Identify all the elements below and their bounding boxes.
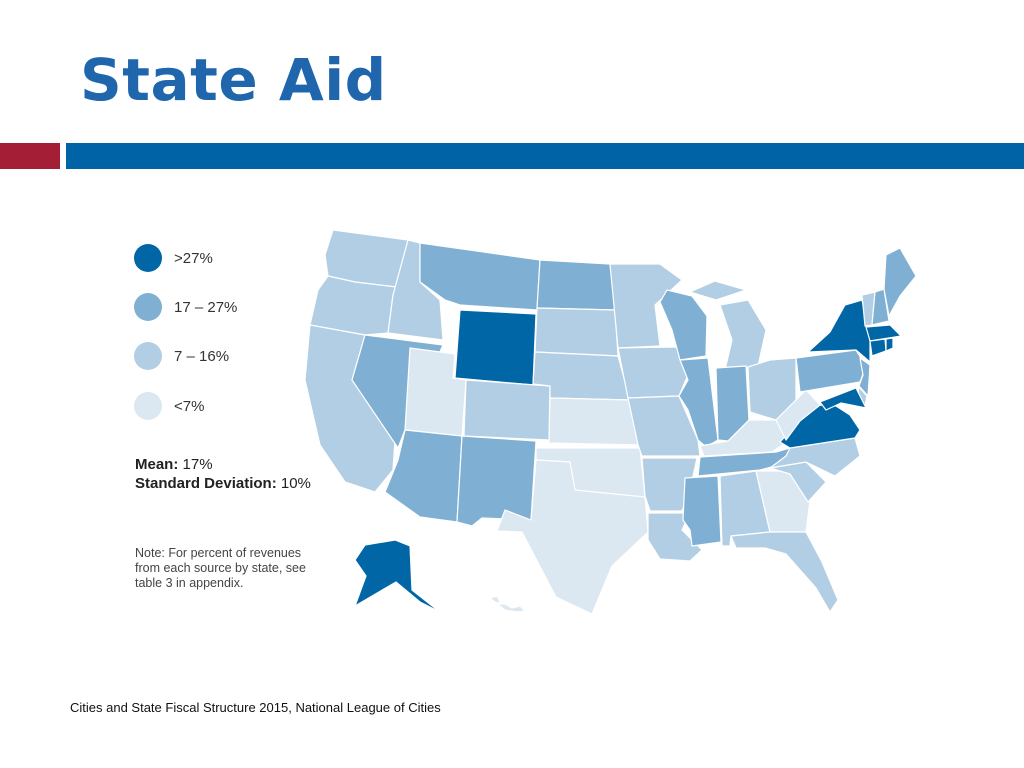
legend-item: 17 – 27% [134,293,237,321]
state-mi [719,299,767,371]
state-ct [869,338,887,357]
legend-label: <7% [174,397,205,415]
state-sd [534,307,619,357]
state-md [819,387,867,411]
legend-label: 17 – 27% [174,298,238,316]
state-ma [865,324,902,342]
mean-label: Mean: [135,456,179,473]
sd-label: Standard Deviation: [135,475,277,492]
legend-item: <7% [134,392,204,420]
legend-item: 7 – 16% [134,342,229,370]
legend-swatch [134,244,162,272]
accent-bar-red [0,143,60,169]
state-wy [454,309,537,386]
legend-item: >27% [134,244,213,272]
state-pa [795,349,867,393]
state-fl [730,531,839,613]
state-ar [641,457,698,512]
statistics: Mean: 17% Standard Deviation: 10% [135,455,311,493]
accent-bar-blue [66,143,1024,169]
slide-title: State Aid [80,46,387,114]
mean-value: 17% [182,456,213,473]
state-me [883,247,917,317]
state-mi [689,280,747,301]
note-text: Note: For percent of revenues from each … [135,546,306,590]
state-nj [858,357,871,397]
legend-swatch [134,342,162,370]
state-ia [617,346,691,399]
sd-value: 10% [280,475,311,492]
legend-label: >27% [174,249,213,267]
state-co [463,379,551,441]
state-wv [775,389,821,441]
legend-swatch [134,293,162,321]
state-hi [489,595,526,613]
state-ri [885,337,894,352]
state-tx [496,459,649,615]
source-citation: Cities and State Fiscal Structure 2015, … [70,700,441,715]
state-nd [536,259,616,311]
state-ak [354,539,441,613]
state-nm [456,435,537,527]
state-ms [682,475,722,547]
state-il [678,357,719,448]
legend-label: 7 – 16% [174,347,230,365]
state-nc [769,437,861,477]
legend-swatch [134,392,162,420]
state-nh [871,288,890,326]
state-wi [659,289,708,361]
state-ks [548,397,641,446]
